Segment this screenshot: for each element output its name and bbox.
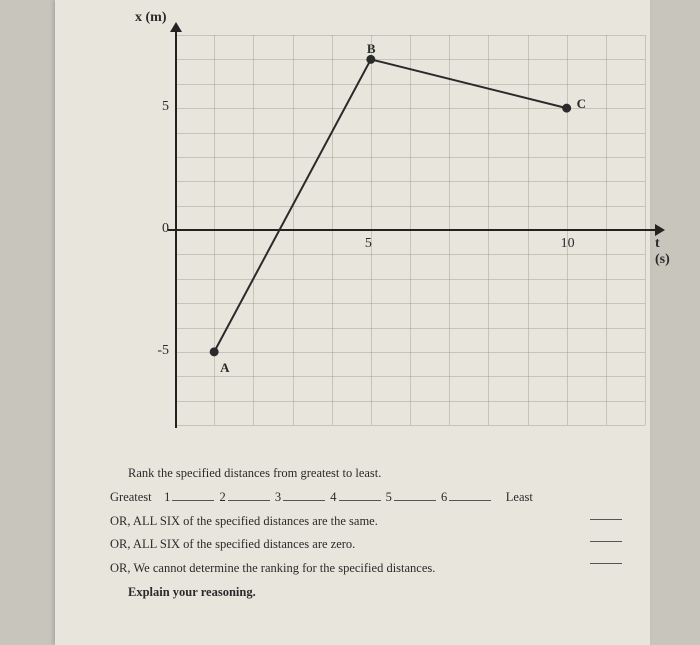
point-label-c: C bbox=[577, 96, 586, 112]
blank-3[interactable] bbox=[283, 489, 325, 501]
rank-1: 1 bbox=[164, 490, 170, 504]
side-blank-1[interactable] bbox=[590, 508, 622, 520]
blank-6[interactable] bbox=[449, 489, 491, 501]
y-tick-label: 5 bbox=[147, 99, 169, 115]
x-tick-label: 10 bbox=[561, 236, 575, 252]
rank-2: 2 bbox=[220, 490, 226, 504]
worksheet-paper: x (m) -505510 ABC t (s) Rank the specifi… bbox=[55, 0, 650, 645]
rank-4: 4 bbox=[330, 490, 336, 504]
rank-prompt: Rank the specified distances from greate… bbox=[128, 462, 690, 486]
least-label: Least bbox=[506, 490, 533, 504]
side-blank-3[interactable] bbox=[590, 552, 622, 564]
x-axis-arrow bbox=[655, 224, 665, 236]
point-label-a: A bbox=[220, 360, 229, 376]
greatest-label: Greatest bbox=[110, 490, 152, 504]
y-axis-arrow bbox=[170, 22, 182, 32]
explain-prompt: Explain your reasoning. bbox=[128, 581, 690, 605]
x-tick-label: 5 bbox=[365, 236, 372, 252]
y-axis-label: x (m) bbox=[135, 10, 167, 26]
rank-3: 3 bbox=[275, 490, 281, 504]
blank-1[interactable] bbox=[172, 489, 214, 501]
blank-2[interactable] bbox=[228, 489, 270, 501]
answer-blanks bbox=[590, 508, 622, 564]
position-time-chart: x (m) -505510 ABC t (s) bbox=[100, 10, 660, 450]
y-tick-label: 0 bbox=[147, 221, 169, 237]
x-axis-label: t (s) bbox=[655, 236, 670, 268]
rank-prompt-text: Rank the specified distances from greate… bbox=[128, 466, 381, 480]
rank-line: Greatest 1 2 3 4 5 6 Least bbox=[110, 486, 690, 510]
rank-5: 5 bbox=[386, 490, 392, 504]
blank-5[interactable] bbox=[394, 489, 436, 501]
point-label-b: B bbox=[367, 41, 376, 57]
blank-4[interactable] bbox=[339, 489, 381, 501]
side-blank-2[interactable] bbox=[590, 530, 622, 542]
y-axis bbox=[175, 28, 177, 428]
rank-6: 6 bbox=[441, 490, 447, 504]
y-tick-label: -5 bbox=[147, 343, 169, 359]
x-axis bbox=[168, 229, 660, 231]
